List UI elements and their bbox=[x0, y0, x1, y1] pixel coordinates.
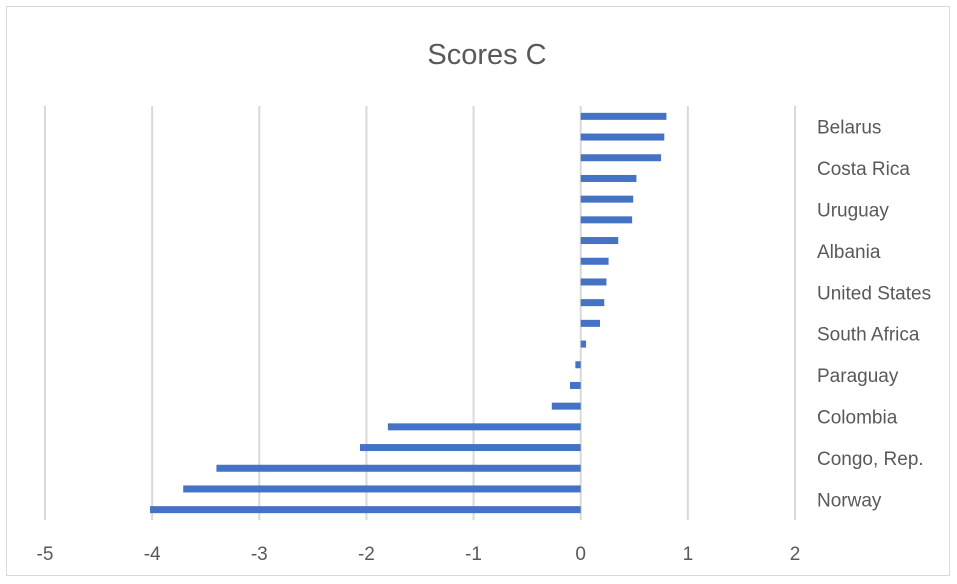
category-label: Albania bbox=[817, 242, 881, 263]
bar bbox=[580, 195, 634, 203]
x-tick-labels: -5 -4 -3 -2 -1 0 1 2 bbox=[37, 544, 801, 565]
bar bbox=[387, 423, 581, 431]
x-tick-label: -5 bbox=[37, 544, 54, 565]
bar bbox=[580, 112, 667, 120]
bar bbox=[580, 319, 600, 327]
bar bbox=[580, 299, 605, 307]
bar bbox=[570, 381, 581, 389]
bar bbox=[580, 340, 587, 348]
bar bbox=[580, 216, 633, 224]
x-tick-label: 2 bbox=[790, 544, 801, 565]
x-tick-label: -4 bbox=[144, 544, 161, 565]
bar bbox=[580, 257, 609, 265]
category-label: Costa Rica bbox=[817, 159, 910, 180]
x-tick-label: 1 bbox=[683, 544, 694, 565]
category-label: Colombia bbox=[817, 408, 898, 429]
x-tick-label: -2 bbox=[358, 544, 375, 565]
bar bbox=[580, 237, 619, 245]
category-label: United States bbox=[817, 283, 931, 304]
bar bbox=[580, 278, 607, 286]
category-label: Congo, Rep. bbox=[817, 449, 924, 470]
bar bbox=[150, 506, 581, 514]
x-tick-label: -3 bbox=[251, 544, 268, 565]
bars bbox=[150, 112, 667, 514]
category-label: Uruguay bbox=[817, 201, 889, 222]
x-tick-label: 0 bbox=[575, 544, 586, 565]
chart-frame bbox=[6, 6, 950, 576]
bar bbox=[580, 133, 665, 141]
category-label: Norway bbox=[817, 490, 882, 511]
bar bbox=[580, 174, 637, 182]
bar bbox=[183, 485, 581, 493]
bar bbox=[575, 361, 581, 369]
bar bbox=[580, 154, 662, 162]
bar bbox=[216, 464, 581, 472]
category-label: Paraguay bbox=[817, 366, 899, 387]
category-labels: Belarus Costa Rica Uruguay Albania United St… bbox=[817, 118, 931, 512]
bar bbox=[360, 444, 581, 452]
bar bbox=[551, 402, 581, 410]
category-label: South Africa bbox=[817, 325, 920, 346]
category-label: Belarus bbox=[817, 118, 881, 139]
gridlines bbox=[44, 106, 796, 520]
chart-title: Scores C bbox=[427, 39, 546, 71]
x-tick-label: -1 bbox=[465, 544, 482, 565]
